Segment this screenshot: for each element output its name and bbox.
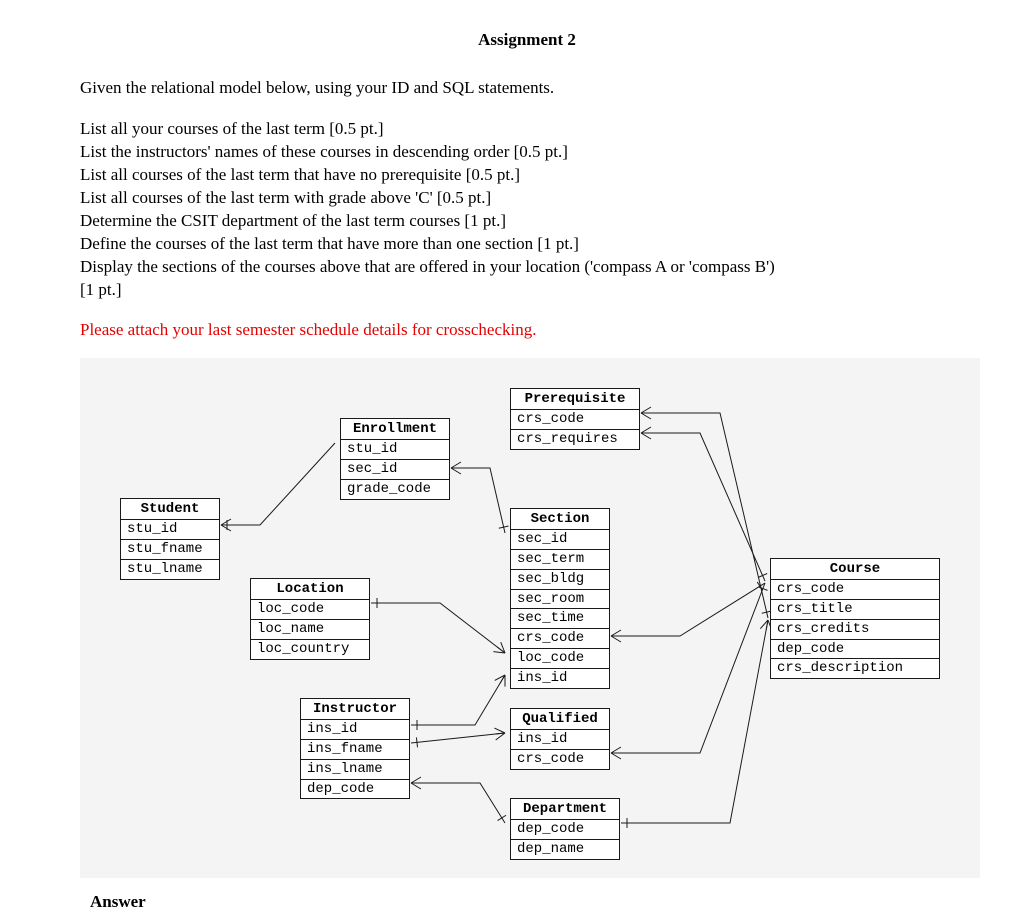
entity-header: Department: [511, 799, 619, 821]
entity-field: sec_room: [511, 590, 609, 610]
entity-field: crs_credits: [771, 620, 939, 640]
entity-field: crs_code: [511, 629, 609, 649]
entity-field: crs_title: [771, 600, 939, 620]
alert-text: Please attach your last semester schedul…: [80, 320, 974, 340]
entity-field: loc_name: [251, 620, 369, 640]
entity-field: dep_code: [301, 780, 409, 799]
entity-field: crs_description: [771, 659, 939, 678]
question-line: Define the courses of the last term that…: [80, 233, 974, 256]
entity-header: Student: [121, 499, 219, 521]
question-line: [1 pt.]: [80, 279, 974, 302]
entity-enrollment: Enrollmentstu_idsec_idgrade_code: [340, 418, 450, 500]
entity-field: crs_requires: [511, 430, 639, 449]
entity-department: Departmentdep_codedep_name: [510, 798, 620, 860]
question-line: Determine the CSIT department of the las…: [80, 210, 974, 233]
entity-field: stu_lname: [121, 560, 219, 579]
entity-field: stu_fname: [121, 540, 219, 560]
question-line: List all courses of the last term that h…: [80, 164, 974, 187]
entity-field: dep_code: [511, 820, 619, 840]
entity-field: sec_bldg: [511, 570, 609, 590]
entity-field: ins_id: [301, 720, 409, 740]
entity-field: sec_time: [511, 609, 609, 629]
entity-course: Coursecrs_codecrs_titlecrs_creditsdep_co…: [770, 558, 940, 680]
entity-field: sec_id: [511, 530, 609, 550]
entity-field: ins_fname: [301, 740, 409, 760]
entity-student: Studentstu_idstu_fnamestu_lname: [120, 498, 220, 580]
entity-field: dep_name: [511, 840, 619, 859]
entity-field: grade_code: [341, 480, 449, 499]
entity-field: crs_code: [771, 580, 939, 600]
entity-field: sec_id: [341, 460, 449, 480]
entity-qualified: Qualifiedins_idcrs_code: [510, 708, 610, 770]
entity-header: Section: [511, 509, 609, 531]
document-page: Assignment 2 Given the relational model …: [0, 0, 1024, 922]
entity-field: stu_id: [121, 520, 219, 540]
entity-field: ins_id: [511, 669, 609, 688]
entity-field: ins_lname: [301, 760, 409, 780]
page-title: Assignment 2: [80, 30, 974, 50]
entity-header: Location: [251, 579, 369, 601]
entity-field: loc_country: [251, 640, 369, 659]
entity-field: ins_id: [511, 730, 609, 750]
entity-field: crs_code: [511, 750, 609, 769]
entity-section: Sectionsec_idsec_termsec_bldgsec_roomsec…: [510, 508, 610, 689]
entity-header: Prerequisite: [511, 389, 639, 411]
question-line: Display the sections of the courses abov…: [80, 256, 974, 279]
er-diagram: Studentstu_idstu_fnamestu_lnameEnrollmen…: [80, 358, 980, 878]
entity-location: Locationloc_codeloc_nameloc_country: [250, 578, 370, 660]
entity-instructor: Instructorins_idins_fnameins_lnamedep_co…: [300, 698, 410, 800]
entity-field: stu_id: [341, 440, 449, 460]
question-line: List all courses of the last term with g…: [80, 187, 974, 210]
question-list: List all your courses of the last term […: [80, 118, 974, 302]
entity-field: sec_term: [511, 550, 609, 570]
entity-header: Instructor: [301, 699, 409, 721]
question-line: List all your courses of the last term […: [80, 118, 974, 141]
entity-field: loc_code: [251, 600, 369, 620]
entity-field: dep_code: [771, 640, 939, 660]
entity-field: crs_code: [511, 410, 639, 430]
question-line: List the instructors' names of these cou…: [80, 141, 974, 164]
entity-header: Course: [771, 559, 939, 581]
intro-text: Given the relational model below, using …: [80, 78, 974, 98]
answer-heading: Answer: [80, 892, 974, 912]
entity-prerequisite: Prerequisitecrs_codecrs_requires: [510, 388, 640, 450]
entity-header: Qualified: [511, 709, 609, 731]
entity-field: loc_code: [511, 649, 609, 669]
entity-header: Enrollment: [341, 419, 449, 441]
